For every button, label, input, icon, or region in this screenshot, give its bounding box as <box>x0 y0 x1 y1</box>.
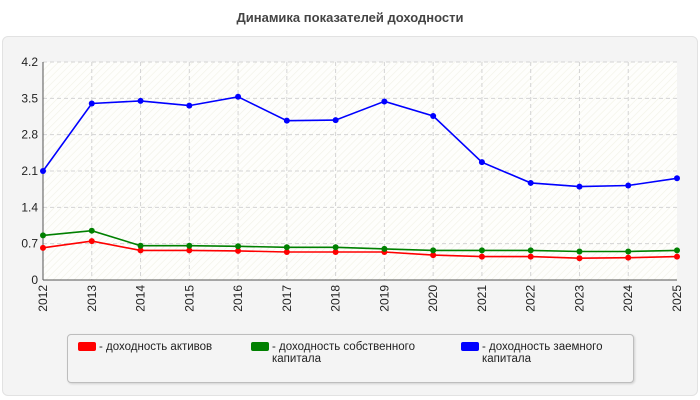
data-point-debt <box>381 98 388 105</box>
x-tick-label: 2025 <box>670 285 684 312</box>
x-tick-label: 2016 <box>231 285 245 312</box>
data-point-debt <box>186 102 193 109</box>
y-tick-label: 2.8 <box>21 128 38 142</box>
data-point-equity <box>381 245 388 252</box>
x-tick-label: 2019 <box>377 285 391 312</box>
series-line-assets <box>42 240 678 260</box>
data-point-assets <box>88 238 95 245</box>
legend-swatch-assets <box>78 342 96 351</box>
data-point-assets <box>186 247 193 254</box>
x-tick-label: 2024 <box>621 285 635 312</box>
x-tick-label: 2020 <box>426 285 440 312</box>
legend-swatch-debt <box>461 342 479 351</box>
data-point-assets <box>674 253 680 260</box>
data-point-equity <box>478 247 485 254</box>
x-tick-label: 2014 <box>134 285 148 312</box>
data-point-assets <box>40 244 46 251</box>
x-tick-label: 2023 <box>572 285 586 312</box>
x-tick-label: 2012 <box>36 285 50 312</box>
x-tick-label: 2021 <box>475 285 489 312</box>
data-point-debt <box>527 179 534 186</box>
data-point-equity <box>674 247 680 254</box>
data-point-assets <box>283 248 290 255</box>
data-point-equity <box>235 243 242 250</box>
x-tick-label: 2013 <box>85 285 99 312</box>
chart-title: Динамика показателей доходности <box>236 10 464 25</box>
y-tick-label: 2.1 <box>21 164 38 178</box>
x-tick-label: 2018 <box>329 285 343 312</box>
data-point-debt <box>332 117 339 124</box>
data-point-assets <box>478 253 485 260</box>
legend-swatch-equity <box>251 342 269 351</box>
tick-labels: 0 0.7 1.4 2.1 2.8 3.5 4.2 2012 2013 2014 2015 2016 2… <box>21 55 684 312</box>
y-tick-label: 1.4 <box>21 200 38 214</box>
data-point-equity <box>283 244 290 251</box>
x-tick-label: 2017 <box>280 285 294 312</box>
data-point-equity <box>137 242 144 249</box>
data-point-debt <box>283 117 290 124</box>
legend-label-equity: - доходность собственного капитала <box>272 341 415 365</box>
legend-label-assets: - доходность активов <box>99 341 213 353</box>
data-point-debt <box>137 97 144 104</box>
data-point-debt <box>88 100 95 107</box>
data-point-equity <box>332 244 339 251</box>
data-point-assets <box>430 252 437 259</box>
y-tick-label: 4.2 <box>21 55 38 69</box>
series-line-equity <box>42 229 678 253</box>
data-point-debt <box>235 93 242 100</box>
y-tick-label: 0 <box>31 273 38 287</box>
data-point-assets <box>527 253 534 260</box>
series-layer <box>40 93 680 262</box>
series-line-debt <box>42 95 678 188</box>
data-point-assets <box>625 254 632 261</box>
data-point-equity <box>576 248 583 255</box>
data-point-equity <box>186 242 193 249</box>
data-point-debt <box>674 175 680 182</box>
legend: - доходность активов - доходность собств… <box>67 334 634 383</box>
y-tick-label: 3.5 <box>21 91 38 105</box>
data-point-assets <box>235 247 242 254</box>
data-point-assets <box>576 255 583 262</box>
data-point-equity <box>430 247 437 254</box>
data-point-equity <box>625 248 632 255</box>
data-point-assets <box>332 248 339 255</box>
grid <box>43 61 677 280</box>
data-point-debt <box>625 182 632 189</box>
data-point-equity <box>88 227 95 234</box>
y-tick-label: 0.7 <box>21 237 38 251</box>
data-point-debt <box>478 159 485 166</box>
data-point-assets <box>137 247 144 254</box>
data-point-equity <box>40 232 46 239</box>
data-point-equity <box>527 247 534 254</box>
x-tick-label: 2015 <box>182 285 196 312</box>
x-tick-label: 2022 <box>524 285 538 312</box>
legend-label-debt: - доходность заемного капитала <box>482 341 603 365</box>
data-point-debt <box>40 168 46 174</box>
data-point-debt <box>430 112 437 119</box>
data-point-debt <box>576 183 583 190</box>
